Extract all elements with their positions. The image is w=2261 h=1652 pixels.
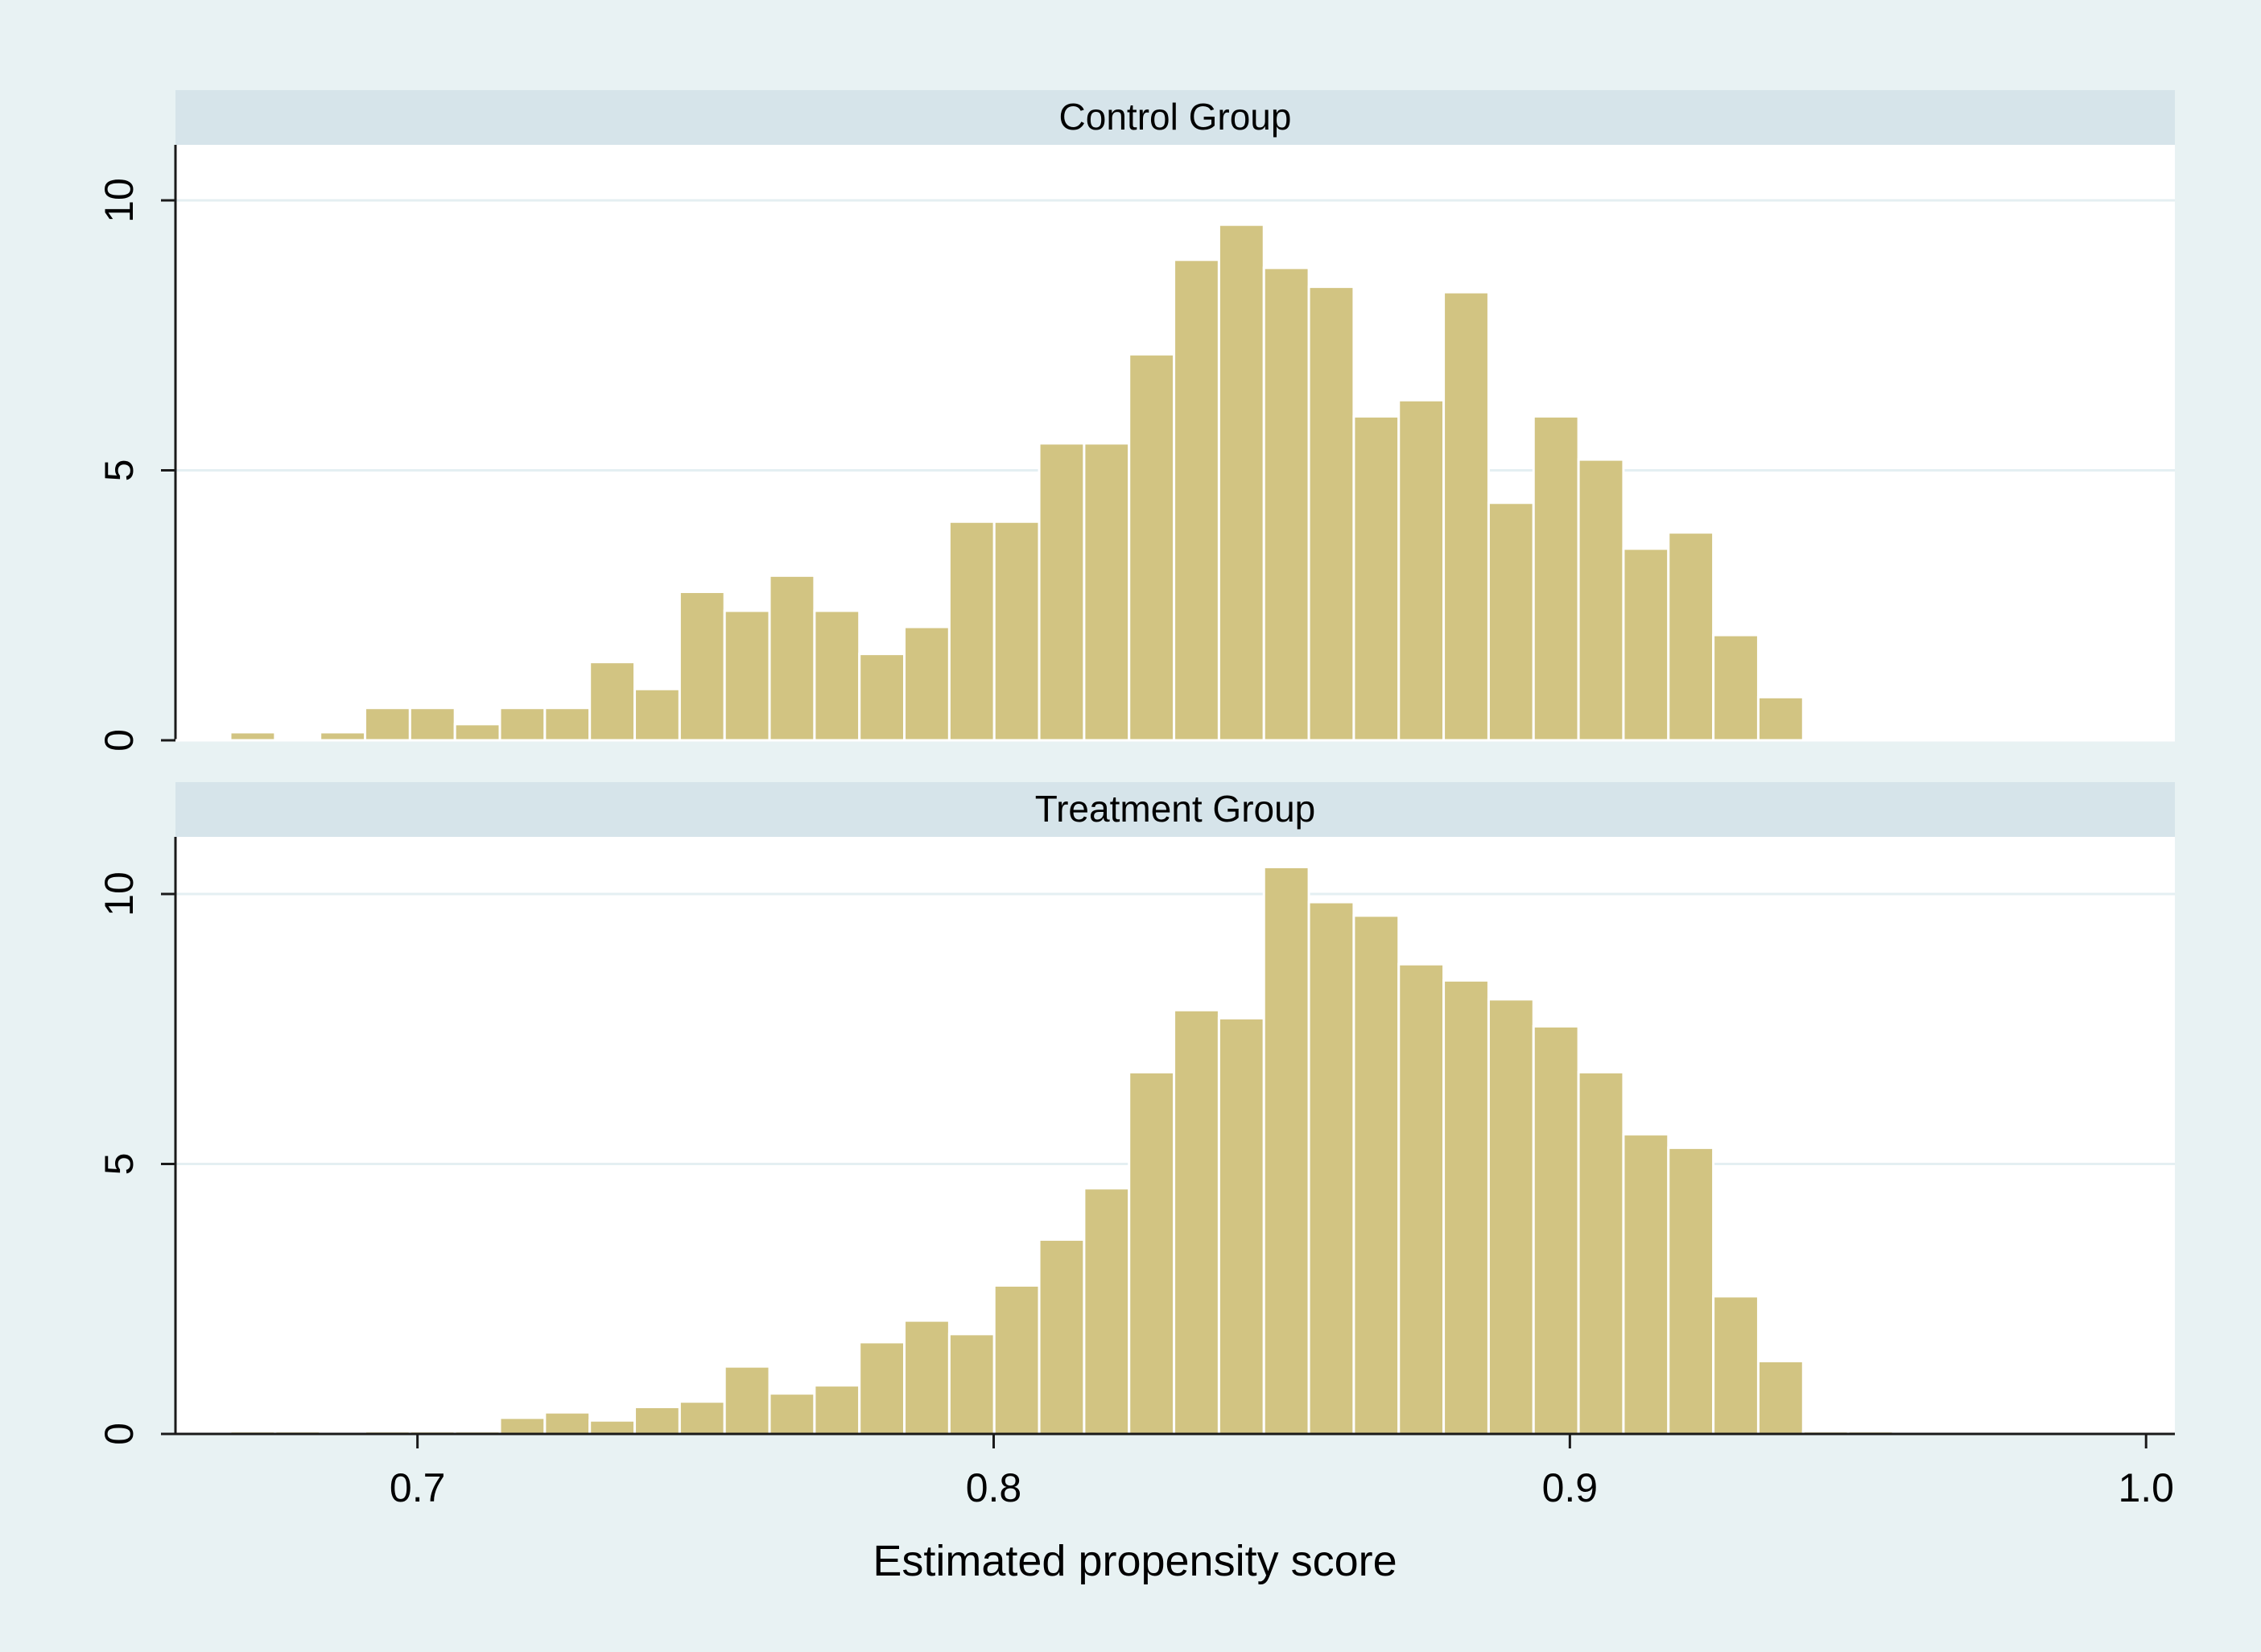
panel-title-strip bbox=[175, 90, 2175, 145]
y-tick-label: 0 bbox=[97, 1423, 142, 1445]
histogram-bar bbox=[1577, 458, 1625, 742]
panel-control: Control Group 0 5 10 bbox=[97, 90, 2175, 752]
histogram-bar bbox=[1083, 442, 1131, 742]
histogram-bar bbox=[1262, 266, 1310, 742]
x-tick-label: 0.7 bbox=[390, 1465, 446, 1510]
histogram-bar bbox=[1622, 547, 1670, 742]
x-axis: 0.7 0.8 0.9 1.0 bbox=[390, 1434, 2174, 1510]
histogram-bar bbox=[1667, 531, 1715, 742]
histogram-bar bbox=[364, 707, 411, 742]
histogram-bar bbox=[813, 1384, 861, 1436]
histogram-bar bbox=[1352, 414, 1401, 742]
histogram-bar bbox=[992, 520, 1041, 742]
histogram-bar bbox=[1577, 1070, 1625, 1436]
histogram-bar bbox=[1217, 1016, 1265, 1436]
histogram-bar bbox=[1756, 1359, 1805, 1436]
x-tick-label: 1.0 bbox=[2118, 1465, 2174, 1510]
histogram-bar bbox=[408, 707, 456, 742]
histogram-bar bbox=[1756, 695, 1805, 742]
histogram-bar bbox=[1712, 1295, 1760, 1436]
y-tick-label: 5 bbox=[97, 459, 142, 482]
histogram-bar bbox=[498, 707, 547, 742]
histogram-bar bbox=[1532, 414, 1580, 742]
histogram-bar bbox=[1532, 1024, 1580, 1436]
panel-title: Treatment Group bbox=[1035, 788, 1316, 830]
histogram-bar bbox=[1397, 962, 1446, 1436]
histogram-bar bbox=[319, 731, 367, 742]
y-tick-label: 10 bbox=[97, 178, 142, 223]
histogram-bar bbox=[1173, 1008, 1220, 1436]
histogram-bar bbox=[1128, 352, 1176, 742]
histogram-bar bbox=[858, 653, 906, 742]
histogram-bar bbox=[1667, 1146, 1715, 1436]
histogram-bar bbox=[498, 1416, 547, 1436]
x-axis-title: Estimated propensity score bbox=[873, 1537, 1397, 1585]
x-tick-label: 0.8 bbox=[966, 1465, 1022, 1510]
histogram-bar bbox=[1307, 285, 1355, 742]
histogram-bar bbox=[992, 1283, 1041, 1436]
histogram-bar bbox=[543, 1411, 592, 1436]
histogram-bar bbox=[1217, 223, 1265, 742]
panel-treatment: Treatment Group 0 5 10 bbox=[97, 782, 2175, 1445]
histogram-bar bbox=[858, 1341, 906, 1436]
histogram-bar bbox=[1442, 290, 1490, 742]
histogram-bar bbox=[1038, 1238, 1086, 1436]
panels-layer: Control Group 0 5 10 Treatment Group 0 5 10 bbox=[97, 90, 2175, 1445]
histogram-bar bbox=[768, 1392, 816, 1436]
histogram-bar bbox=[1352, 914, 1401, 1436]
histogram-bar bbox=[1038, 442, 1086, 742]
histogram-bar bbox=[1307, 900, 1355, 1436]
histogram-bar bbox=[543, 707, 592, 742]
histogram-bar bbox=[723, 609, 771, 742]
histogram-bar bbox=[1083, 1187, 1131, 1436]
histogram-bar bbox=[453, 723, 501, 742]
histogram-bar bbox=[768, 574, 816, 742]
histogram-bar bbox=[678, 590, 726, 742]
histogram-bar bbox=[947, 1333, 996, 1436]
histogram-bar bbox=[1128, 1070, 1176, 1436]
histogram-bar bbox=[1622, 1133, 1670, 1436]
histogram-bar bbox=[1712, 633, 1760, 742]
y-tick-label: 0 bbox=[97, 729, 142, 752]
histogram-bar bbox=[947, 520, 996, 742]
panel-title-strip bbox=[175, 782, 2175, 837]
histogram-bar bbox=[588, 661, 637, 742]
x-tick-label: 0.9 bbox=[1542, 1465, 1599, 1510]
histogram-bar bbox=[1173, 258, 1220, 742]
histogram-bar bbox=[1397, 398, 1446, 742]
histogram-bar bbox=[1442, 978, 1490, 1436]
histogram-bar bbox=[229, 731, 277, 742]
histogram-bar bbox=[588, 1419, 637, 1436]
histogram-bar bbox=[903, 1319, 951, 1436]
histogram-bar bbox=[678, 1400, 726, 1436]
histogram-bar bbox=[1487, 998, 1535, 1436]
histogram-bar bbox=[903, 625, 951, 742]
histogram-bar bbox=[1262, 865, 1310, 1436]
histogram-bar bbox=[633, 687, 681, 742]
histogram-bar bbox=[813, 609, 861, 742]
histogram-bar bbox=[1487, 501, 1535, 742]
histogram-bar bbox=[633, 1405, 681, 1436]
histogram-bar bbox=[723, 1365, 771, 1436]
panel-title: Control Group bbox=[1059, 96, 1292, 138]
y-tick-label: 5 bbox=[97, 1153, 142, 1176]
y-tick-label: 10 bbox=[97, 871, 142, 917]
